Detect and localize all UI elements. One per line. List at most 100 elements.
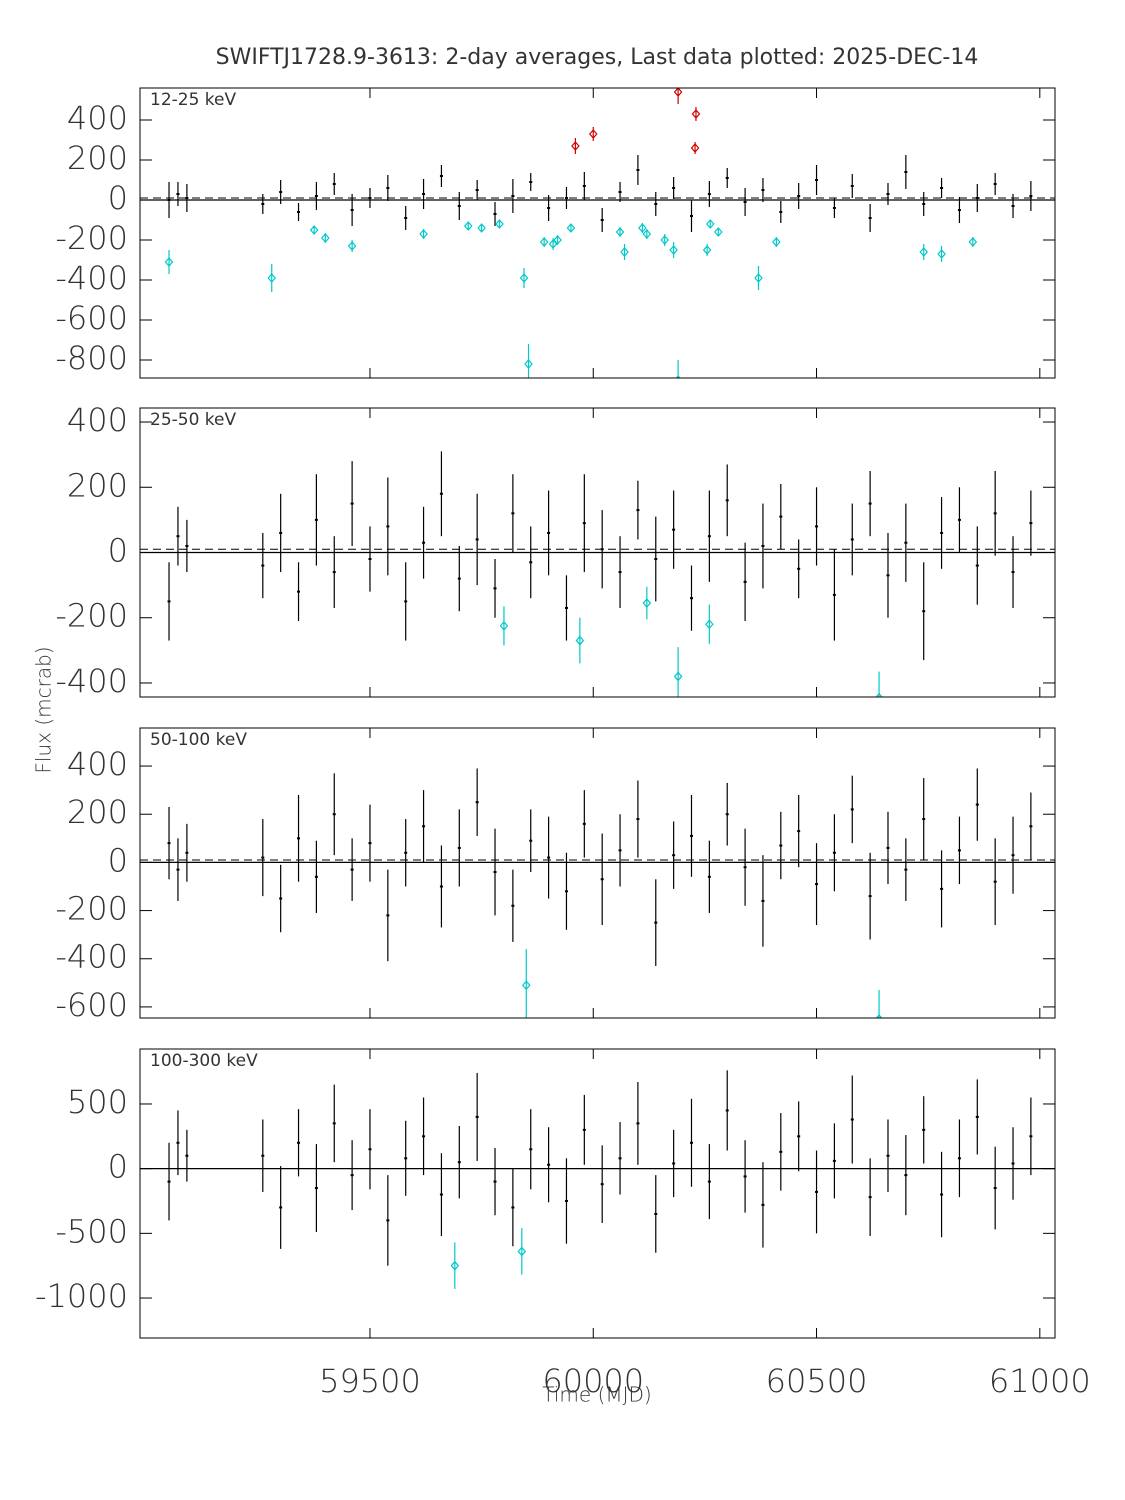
point: [511, 512, 515, 515]
y-tick-label: 400: [67, 99, 128, 137]
point: [422, 541, 426, 544]
y-tick-label: 200: [67, 466, 128, 504]
point: [772, 237, 781, 247]
point: [797, 830, 801, 833]
point: [832, 207, 836, 209]
point: [707, 1180, 711, 1183]
point: [672, 528, 676, 531]
point: [743, 580, 747, 583]
point: [654, 1212, 658, 1215]
point: [642, 598, 652, 608]
point: [875, 692, 883, 697]
point: [314, 1187, 318, 1190]
point: [940, 887, 944, 890]
point: [636, 509, 640, 512]
point: [957, 1157, 961, 1160]
point: [1029, 1135, 1033, 1138]
point: [615, 227, 625, 237]
point: [321, 233, 330, 243]
point: [176, 535, 180, 538]
y-tick-label: 0: [108, 532, 128, 570]
point: [886, 193, 890, 195]
y-tick-label: -400: [55, 662, 128, 700]
point: [993, 512, 997, 515]
point: [386, 1219, 390, 1222]
point: [940, 531, 944, 534]
point: [564, 890, 568, 893]
point: [297, 837, 301, 840]
point: [350, 1174, 354, 1177]
y-tick-label: 500: [67, 1083, 128, 1121]
point: [725, 813, 729, 816]
point: [267, 273, 277, 283]
point: [779, 211, 783, 213]
point: [511, 1206, 515, 1209]
point: [904, 1174, 908, 1177]
point: [368, 1148, 372, 1151]
point: [1011, 571, 1015, 574]
point: [636, 1122, 640, 1125]
point: [850, 1118, 854, 1121]
point: [185, 851, 189, 854]
point: [511, 195, 515, 197]
point: [350, 502, 354, 505]
point: [779, 515, 783, 518]
point: [404, 851, 408, 854]
point: [517, 1246, 527, 1257]
point: [815, 883, 819, 886]
point: [279, 191, 283, 193]
y-tick-label: -200: [55, 597, 128, 635]
point: [743, 866, 747, 869]
point: [797, 1135, 801, 1138]
point: [529, 561, 533, 564]
point: [779, 1150, 783, 1153]
point: [922, 203, 926, 205]
point: [261, 203, 265, 205]
point: [422, 1135, 426, 1138]
point: [439, 1193, 443, 1196]
point: [940, 1193, 944, 1196]
point: [185, 197, 189, 199]
plot-frame: [139, 727, 1056, 1019]
point: [850, 185, 854, 187]
point: [524, 359, 533, 369]
point: [422, 825, 426, 828]
point: [332, 183, 336, 185]
point: [922, 818, 926, 821]
point: [1011, 854, 1015, 857]
x-tick-label: 61000: [989, 1362, 1091, 1400]
point: [1029, 825, 1033, 828]
point: [332, 813, 336, 816]
point: [386, 187, 390, 189]
y-tick-label: 200: [67, 793, 128, 831]
point: [705, 619, 714, 630]
point: [457, 846, 461, 849]
y-tick-label: 400: [67, 745, 128, 783]
point: [993, 1187, 997, 1190]
point: [705, 219, 715, 229]
point: [548, 239, 558, 249]
point: [261, 856, 265, 859]
point: [575, 635, 585, 646]
point: [588, 129, 598, 139]
point: [690, 215, 694, 217]
point: [868, 217, 872, 219]
point: [968, 237, 978, 247]
point: [922, 1128, 926, 1131]
point: [815, 525, 819, 528]
point: [957, 518, 961, 521]
point: [725, 1109, 729, 1112]
point: [1029, 195, 1033, 197]
x-tick-label: 60000: [542, 1362, 644, 1400]
point: [350, 868, 354, 871]
point: [571, 141, 580, 151]
point: [975, 564, 979, 567]
point: [419, 229, 428, 239]
point: [457, 577, 461, 580]
point: [564, 1200, 568, 1203]
point: [707, 535, 711, 538]
y-tick-label: -600: [55, 986, 128, 1024]
chart-title: SWIFTJ1728.9-3613: 2-day averages, Last …: [216, 45, 979, 70]
point: [797, 567, 801, 570]
